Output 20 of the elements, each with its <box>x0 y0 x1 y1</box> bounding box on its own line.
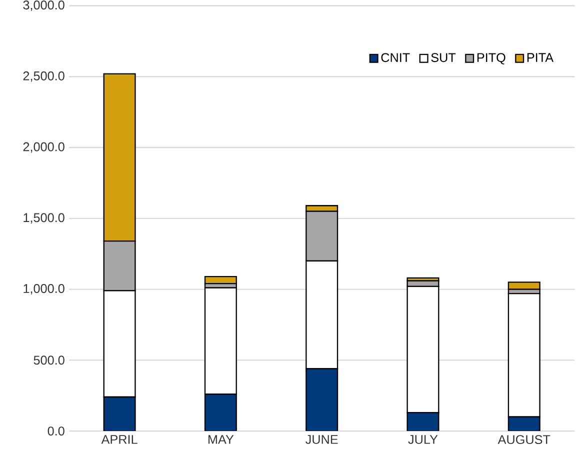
y-tick-label: 1,000.0 <box>24 284 64 295</box>
y-tick-label: 2,000.0 <box>23 142 64 153</box>
y-tick-label: 500.0 <box>34 356 64 365</box>
legend-label: SUT <box>431 53 456 62</box>
y-tick-label: 0.0 <box>48 426 64 436</box>
x-tick-label: JUNE <box>306 435 338 444</box>
legend-label: PITQ <box>477 53 506 64</box>
bar <box>103 396 136 432</box>
legend-label: CNIT <box>381 53 410 62</box>
y-tick-label: 1,500.0 <box>24 213 64 224</box>
legend-label: PITA <box>527 53 554 62</box>
y-tick-label: 2,500.0 <box>23 72 64 82</box>
bar <box>406 412 440 432</box>
x-tick-label: JULY <box>408 435 438 444</box>
x-tick-label: AUGUST <box>498 435 550 444</box>
x-tick-label: APRIL <box>101 435 138 444</box>
bar <box>306 368 338 432</box>
y-tick-label: 3,000.0 <box>23 0 64 12</box>
bar <box>204 394 237 432</box>
x-tick-label: MAY <box>208 435 234 444</box>
